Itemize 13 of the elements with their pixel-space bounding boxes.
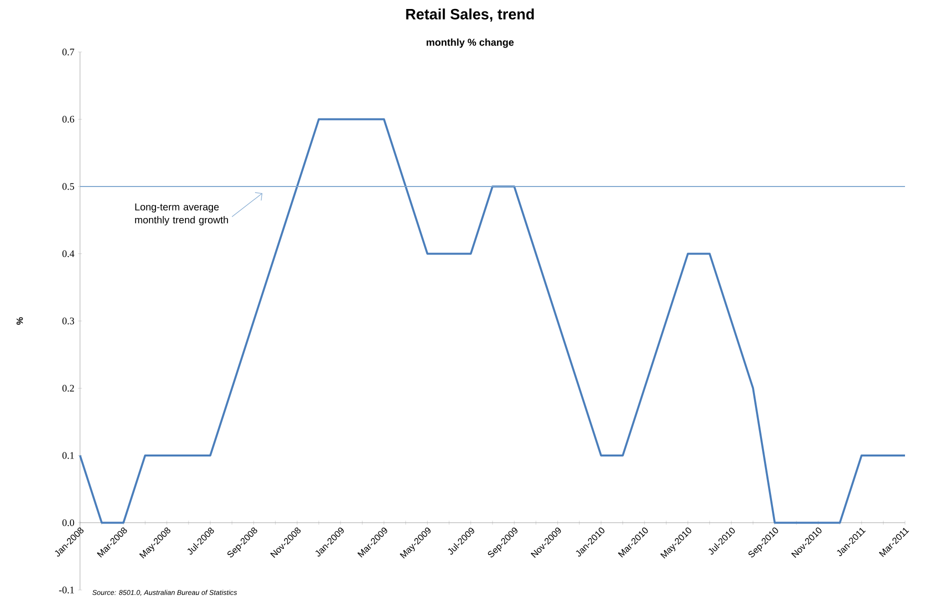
y-tick-label: 0.1 bbox=[62, 452, 74, 459]
chart-subtitle: monthly % change bbox=[426, 38, 514, 48]
chart-title: Retail Sales, trend bbox=[406, 8, 534, 22]
y-tick-label: 0.2 bbox=[62, 384, 74, 392]
y-tick-label: 0.7 bbox=[62, 48, 74, 56]
y-tick-label: 0.3 bbox=[62, 318, 74, 324]
y-tick-label: 0.4 bbox=[62, 250, 74, 258]
y-tick-label: -0.1 bbox=[59, 586, 74, 594]
y-tick-label: 0.6 bbox=[62, 116, 74, 123]
y-tick-label: 0.0 bbox=[62, 519, 74, 526]
y-axis-title: % bbox=[16, 317, 23, 325]
legend-label: Long-term average monthly trend growth bbox=[135, 203, 228, 226]
y-tick-label: 0.5 bbox=[62, 183, 74, 190]
